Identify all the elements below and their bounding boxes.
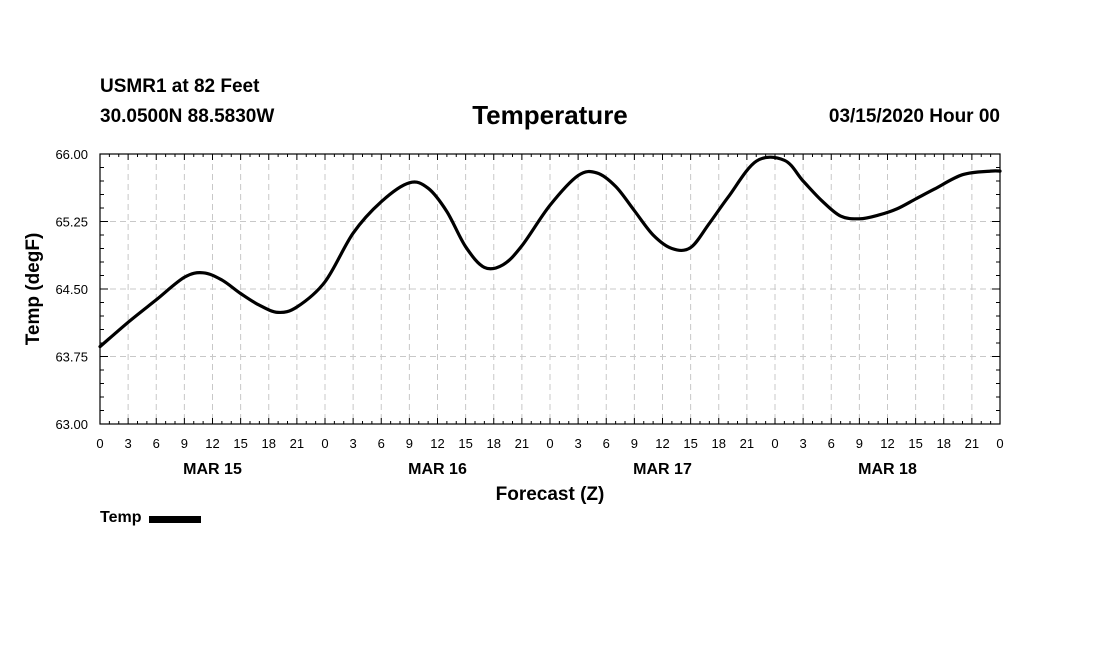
legend: Temp [100, 509, 202, 527]
x-tick-label: 6 [828, 436, 835, 451]
x-tick-label: 18 [937, 436, 951, 451]
x-tick-label: 6 [153, 436, 160, 451]
plot-frame [99, 153, 1001, 425]
x-tick-label: 3 [125, 436, 132, 451]
temp-series-line [98, 155, 1002, 349]
x-tick-label: 12 [880, 436, 894, 451]
x-tick-label: 6 [378, 436, 385, 451]
legend-line-swatch [149, 515, 202, 523]
x-tick-label: 9 [856, 436, 863, 451]
y-axis-title: Temp (degF) [23, 233, 44, 346]
x-tick-label: 18 [712, 436, 726, 451]
x-tick-label: 12 [205, 436, 219, 451]
legend-label: Temp [100, 509, 142, 526]
x-tick-label: 3 [350, 436, 357, 451]
x-tick-label: 18 [487, 436, 501, 451]
y-tick-label: 63.75 [55, 350, 88, 365]
y-tick-label: 66.00 [55, 147, 88, 162]
x-tick-label: 9 [631, 436, 638, 451]
tick-labels: 0 3 6 9 12 15 18 21 0 3 6 9 12 15 18 21 0 3 6 9 12 15 18 21 0 3 6 9… [55, 147, 1003, 478]
x-tick-label: 21 [515, 436, 529, 451]
x-tick-label: 3 [800, 436, 807, 451]
x-tick-label: 6 [603, 436, 610, 451]
x-tick-label: 12 [430, 436, 444, 451]
x-tick-label: 9 [406, 436, 413, 451]
x-tick-label: 15 [458, 436, 472, 451]
day-label: MAR 15 [183, 461, 242, 478]
x-tick-label: 0 [996, 436, 1003, 451]
x-tick-label: 0 [546, 436, 553, 451]
x-tick-label: 18 [262, 436, 276, 451]
x-tick-label: 15 [233, 436, 247, 451]
y-tick-label: 65.25 [55, 215, 88, 230]
day-label: MAR 16 [408, 461, 467, 478]
x-tick-label: 15 [908, 436, 922, 451]
x-tick-label: 21 [290, 436, 304, 451]
x-tick-label: 0 [96, 436, 103, 451]
x-tick-label: 15 [683, 436, 697, 451]
station-label: USMR1 at 82 Feet [100, 76, 260, 97]
day-label: MAR 18 [858, 461, 917, 478]
x-tick-label: 0 [321, 436, 328, 451]
x-tick-label: 21 [965, 436, 979, 451]
x-tick-label: 0 [771, 436, 778, 451]
day-label: MAR 17 [633, 461, 692, 478]
x-axis-title: Forecast (Z) [496, 484, 605, 505]
x-tick-label: 9 [181, 436, 188, 451]
x-tick-label: 21 [740, 436, 754, 451]
y-tick-label: 64.50 [55, 282, 88, 297]
grid-lines [100, 154, 1000, 424]
station-coordinates: 30.0500N 88.5830W [100, 106, 275, 127]
x-tick-label: 3 [575, 436, 582, 451]
y-tick-label: 63.00 [55, 417, 88, 432]
chart-title: Temperature [472, 100, 628, 130]
x-tick-label: 12 [655, 436, 669, 451]
forecast-date: 03/15/2020 Hour 00 [828, 106, 1000, 127]
